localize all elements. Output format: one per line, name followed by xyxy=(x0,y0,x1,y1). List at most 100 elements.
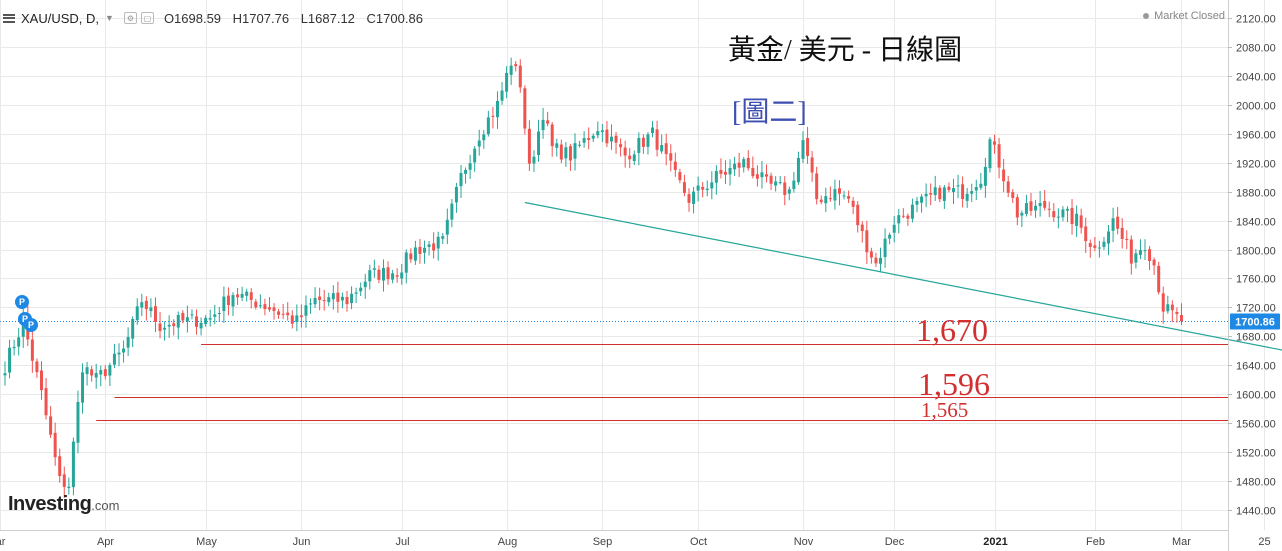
candle-body xyxy=(1125,238,1129,240)
candle-body xyxy=(1075,213,1079,226)
candle-body xyxy=(796,157,800,183)
candle-body xyxy=(974,187,978,191)
candle-body xyxy=(596,131,600,136)
market-status: Market Closed xyxy=(1143,10,1225,22)
settings-icon[interactable]: ⚙ xyxy=(123,12,137,24)
candle-body xyxy=(1152,259,1156,266)
compare-icon[interactable]: ▢ xyxy=(140,12,154,24)
candle-body xyxy=(1166,304,1170,312)
candle-body xyxy=(441,236,445,239)
candle-body xyxy=(500,90,504,101)
candle-body xyxy=(518,65,522,88)
candle-body xyxy=(386,267,390,280)
candle-body xyxy=(1024,203,1028,214)
price-tick-label: 1760.00 xyxy=(1236,274,1276,286)
candle-body xyxy=(1043,200,1047,208)
candle-body xyxy=(623,147,627,156)
candle-body xyxy=(655,129,659,150)
candle-body xyxy=(591,135,595,139)
candle-body xyxy=(701,186,705,190)
candle-body xyxy=(53,432,57,458)
candle-body xyxy=(879,257,883,264)
candle-body xyxy=(769,175,773,184)
candle-body xyxy=(185,317,189,322)
price-tick-label: 1920.00 xyxy=(1236,159,1276,171)
candle-body xyxy=(67,486,71,488)
menu-icon[interactable] xyxy=(3,13,15,23)
candle-body xyxy=(609,136,613,142)
candle-body xyxy=(792,180,796,190)
candlestick-series xyxy=(3,57,1183,498)
candle-body xyxy=(12,346,16,349)
ohlc-readout: O1698.59 H1707.76 L1687.12 C1700.86 xyxy=(164,11,431,26)
candle-body xyxy=(1161,293,1165,312)
candle-body xyxy=(477,140,481,147)
candle-body xyxy=(359,287,363,292)
candle-body xyxy=(733,163,737,170)
candle-body xyxy=(614,135,618,143)
time-tick-label: 2021 xyxy=(983,536,1007,548)
candle-body xyxy=(1011,192,1015,198)
candle-body xyxy=(144,300,148,310)
time-axis[interactable]: ar Apr May Jun Jul Aug Sep Oct Nov Dec 2021 Feb Mar 2… xyxy=(0,530,1271,549)
candle-body xyxy=(915,200,919,205)
candle-body xyxy=(874,257,878,264)
event-marker-icon[interactable]: P xyxy=(15,295,29,309)
candle-body xyxy=(664,143,668,155)
candle-body xyxy=(682,182,686,193)
candle-body xyxy=(514,64,518,67)
candle-body xyxy=(573,143,577,159)
candle-body xyxy=(897,215,901,224)
chevron-down-icon[interactable]: ▼ xyxy=(105,13,114,23)
candle-body xyxy=(1020,212,1024,216)
price-axis[interactable]: 1440.00 1480.00 1520.00 1560.00 1600.00 1640.… xyxy=(1228,0,1280,551)
candle-body xyxy=(961,184,965,200)
candle-body xyxy=(204,317,208,325)
candle-body xyxy=(17,337,21,347)
candle-body xyxy=(126,336,130,348)
price-tick-label: 1480.00 xyxy=(1236,477,1276,489)
candle-body xyxy=(99,370,103,375)
candle-body xyxy=(44,388,48,416)
candle-body xyxy=(404,252,408,273)
candle-body xyxy=(970,191,974,194)
candle-body xyxy=(226,295,230,306)
candle-body xyxy=(568,146,572,161)
trendline-group xyxy=(524,201,1282,351)
low-value: L1687.12 xyxy=(300,10,355,26)
price-tick-label: 1600.00 xyxy=(1236,390,1276,402)
candle-body xyxy=(208,318,212,320)
candle-body xyxy=(1070,207,1074,225)
candle-body xyxy=(1065,208,1069,211)
candle-body xyxy=(153,306,157,322)
price-tick-label: 2000.00 xyxy=(1236,101,1276,113)
candle-body xyxy=(997,144,1001,168)
time-tick-label: Jun xyxy=(293,536,311,548)
candle-body xyxy=(195,316,199,327)
candle-body xyxy=(810,157,814,173)
candle-body xyxy=(1107,231,1111,244)
candle-body xyxy=(199,322,203,329)
candle-body xyxy=(231,295,235,307)
candle-body xyxy=(90,369,94,376)
candle-body xyxy=(450,203,454,220)
candle-body xyxy=(673,161,677,170)
symbol-label[interactable]: XAU/USD, D, xyxy=(21,10,100,26)
support-level-label: 1,565 xyxy=(921,398,969,422)
candle-body xyxy=(833,189,837,201)
event-marker-icon[interactable]: P xyxy=(24,318,38,332)
candle-body xyxy=(628,155,632,160)
candle-body xyxy=(824,196,828,204)
candle-body xyxy=(249,292,253,300)
candle-body xyxy=(345,297,349,305)
candle-body xyxy=(1061,209,1065,218)
candle-body xyxy=(765,174,769,177)
candle-body xyxy=(395,275,399,277)
candle-body xyxy=(222,296,226,312)
candle-body xyxy=(692,191,696,204)
time-tick-label: Oct xyxy=(690,536,707,548)
candle-body xyxy=(979,183,983,188)
candle-body xyxy=(1148,249,1152,262)
candle-body xyxy=(1179,315,1183,322)
